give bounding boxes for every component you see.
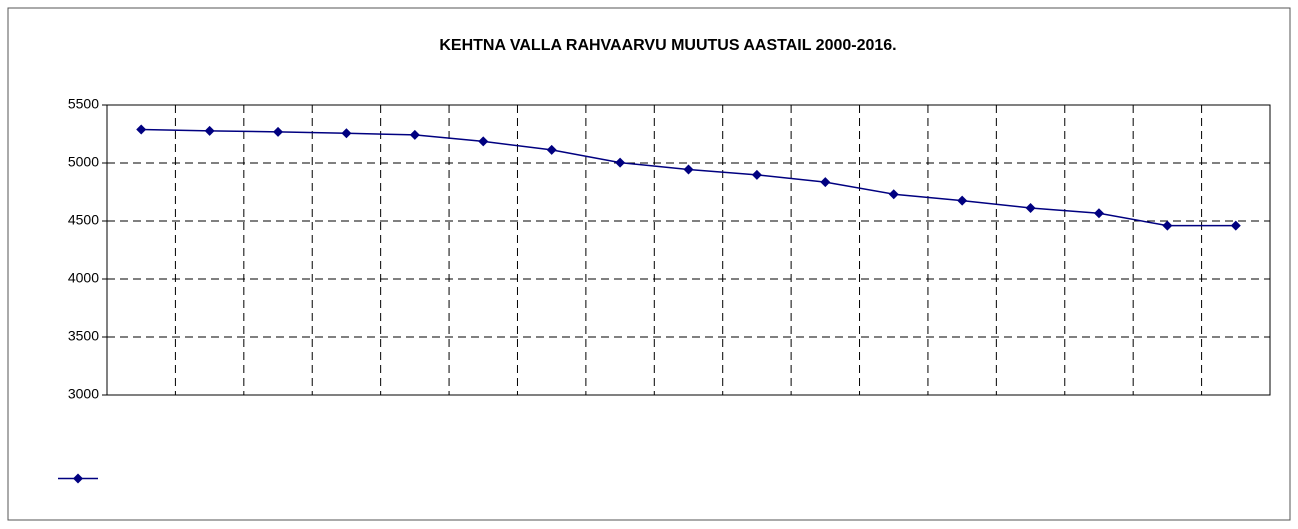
marker <box>820 177 831 188</box>
chart-border <box>7 7 1291 521</box>
marker <box>1025 203 1036 214</box>
marker <box>341 128 352 139</box>
plot-area <box>106 104 1271 396</box>
marker <box>1093 208 1104 219</box>
marker <box>409 129 420 140</box>
marker <box>888 189 899 200</box>
marker <box>1162 220 1173 231</box>
marker <box>204 125 215 136</box>
marker <box>683 164 694 175</box>
y-tick-label: 3500 <box>68 328 99 344</box>
legend-marker <box>73 473 83 484</box>
marker <box>751 169 762 180</box>
marker <box>273 126 284 137</box>
marker <box>615 157 626 168</box>
y-tick-label: 4500 <box>68 212 99 228</box>
y-tick-label: 4000 <box>68 270 99 286</box>
y-tick-label: 5000 <box>68 154 99 170</box>
marker <box>1230 220 1241 231</box>
marker <box>957 195 968 206</box>
marker <box>136 124 147 135</box>
marker <box>478 136 489 147</box>
y-tick-label: 5500 <box>68 96 99 112</box>
y-tick-label: 3000 <box>68 386 99 402</box>
chart-title: KEHTNA VALLA RAHVAARVU MUUTUS AASTAIL 20… <box>439 37 896 54</box>
marker <box>546 144 557 155</box>
